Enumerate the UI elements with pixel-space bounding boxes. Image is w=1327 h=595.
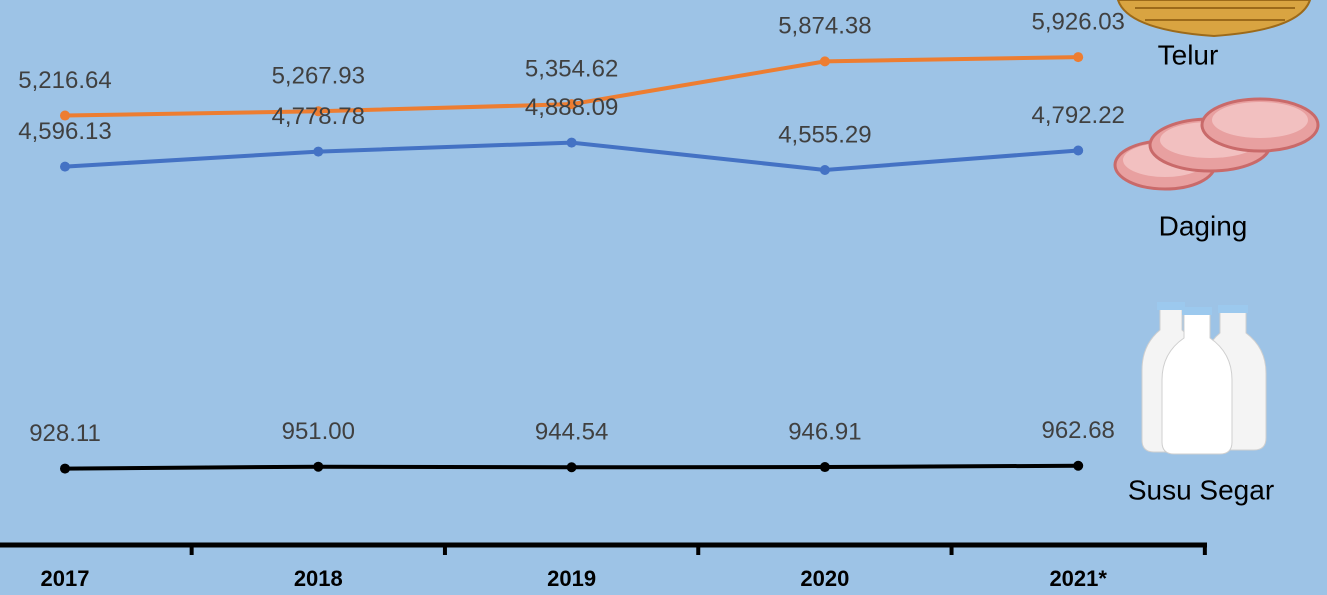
data-point — [60, 162, 70, 172]
data-point — [820, 56, 830, 66]
data-label: 5,354.62 — [525, 56, 618, 83]
data-label: 5,267.93 — [272, 63, 365, 90]
data-label: 4,555.29 — [778, 121, 871, 148]
x-tick-label: 2019 — [547, 566, 596, 591]
data-label: 4,596.13 — [18, 118, 111, 145]
legend-label: Telur — [1158, 39, 1219, 70]
page: 2017 2018 2019 2020 2021* 5,216.64 5,267.93 5,3… — [0, 0, 1327, 595]
legend-label: Susu Segar — [1128, 474, 1274, 505]
chart: 2017 2018 2019 2020 2021* 5,216.64 5,267.93 5,3… — [0, 0, 1327, 595]
x-tick-label: 2017 — [41, 566, 90, 591]
x-tick-label: 2021* — [1049, 566, 1107, 591]
data-label: 5,926.03 — [1031, 8, 1124, 35]
data-label: 944.54 — [535, 419, 608, 446]
data-point — [567, 462, 577, 472]
data-label: 962.68 — [1041, 417, 1114, 444]
data-label: 5,874.38 — [778, 13, 871, 40]
data-label: 4,792.22 — [1031, 102, 1124, 129]
data-label: 951.00 — [282, 418, 355, 445]
data-point — [820, 462, 830, 472]
x-tick-label: 2018 — [294, 566, 343, 591]
data-label: 946.91 — [788, 418, 861, 445]
data-point — [1073, 145, 1083, 155]
data-label: 4,888.09 — [525, 94, 618, 121]
data-point — [1073, 461, 1083, 471]
data-point — [60, 464, 70, 474]
x-tick-label: 2020 — [800, 566, 849, 591]
data-point — [313, 462, 323, 472]
legend-label: Daging — [1159, 210, 1248, 241]
data-point — [820, 165, 830, 175]
data-label: 5,216.64 — [18, 67, 111, 94]
data-point — [313, 147, 323, 157]
data-label: 4,778.78 — [272, 103, 365, 130]
data-label: 928.11 — [29, 420, 101, 447]
data-point — [567, 138, 577, 148]
data-point — [1073, 52, 1083, 62]
